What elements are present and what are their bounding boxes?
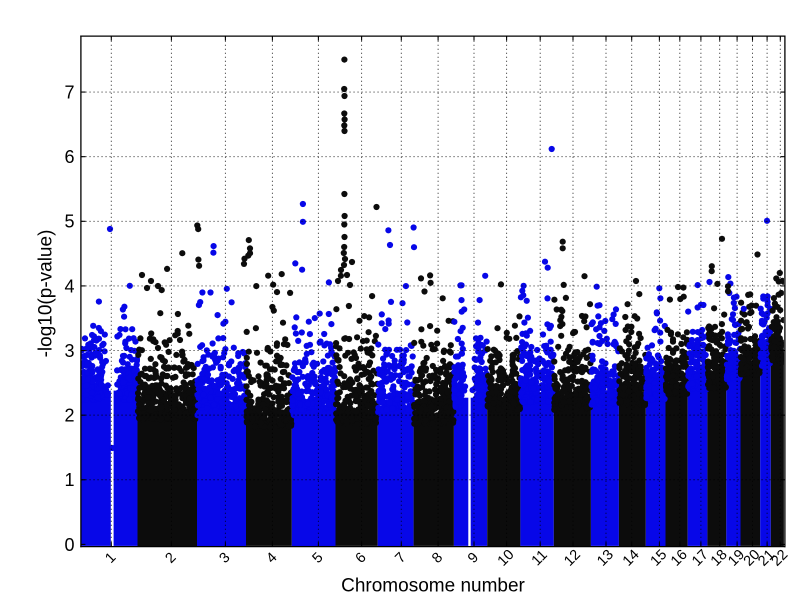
svg-text:1: 1 — [64, 470, 74, 490]
svg-text:6: 6 — [64, 147, 74, 167]
svg-text:7: 7 — [64, 83, 74, 103]
svg-text:-log10(p-value): -log10(p-value) — [36, 230, 57, 358]
svg-text:0: 0 — [64, 535, 74, 555]
svg-text:5: 5 — [64, 212, 74, 232]
svg-text:4: 4 — [64, 276, 74, 296]
svg-text:3: 3 — [64, 341, 74, 361]
svg-text:2: 2 — [64, 406, 74, 426]
svg-text:Chromosome number: Chromosome number — [341, 575, 525, 596]
